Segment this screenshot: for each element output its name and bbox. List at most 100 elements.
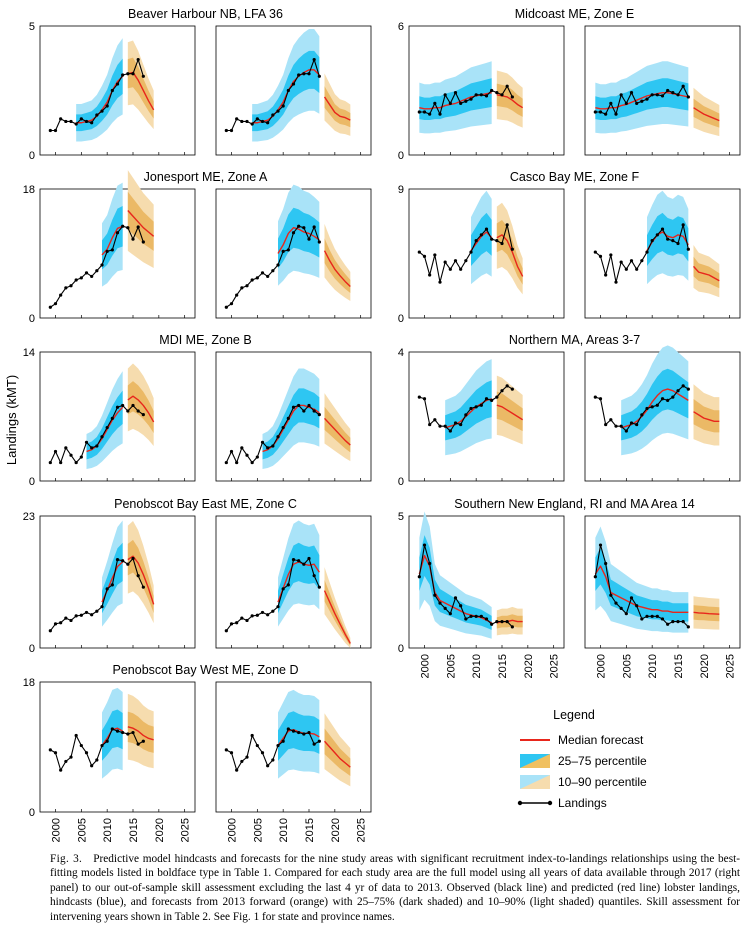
landings-point — [59, 621, 63, 625]
landings-point — [59, 117, 63, 121]
landings-point — [69, 284, 73, 288]
x-tick-label: 2025 — [180, 818, 192, 842]
landings-point — [619, 93, 623, 97]
landings-point — [105, 425, 109, 430]
hindcast-25-75-band — [471, 212, 492, 267]
landings-point — [624, 101, 628, 105]
landings-point — [110, 727, 114, 731]
chart-panel-2: Midcoast ME, Zone E06 — [398, 7, 741, 162]
landings-point — [686, 387, 690, 391]
landings-point — [660, 617, 665, 621]
chart-panel-5: MDI ME, Zone B 0 14 — [23, 333, 372, 488]
subplot-right — [215, 184, 372, 319]
landings-point — [281, 104, 285, 108]
landings-point — [126, 226, 130, 230]
landings-point — [74, 614, 78, 618]
landings-point — [464, 413, 468, 417]
y-tick-label: 5 — [29, 21, 35, 33]
panel-title: Jonesport ME, Zone A — [144, 170, 268, 184]
y-axis-label: Landings (kMT) — [4, 375, 19, 465]
landings-point — [312, 57, 316, 62]
landings-point — [635, 267, 639, 271]
landings-point — [453, 91, 458, 95]
landings-point — [276, 109, 280, 113]
landings-point — [438, 280, 442, 284]
panel-title: Casco Bay ME, Zone F — [510, 170, 640, 184]
landings-point — [428, 561, 432, 566]
forecast-25-75-band — [127, 711, 154, 753]
landings-point — [260, 119, 265, 124]
hindcast-25-75-band — [252, 50, 320, 132]
subplot-left: 09 — [398, 184, 565, 325]
landings-point — [255, 276, 259, 280]
landings-point — [453, 259, 458, 263]
landings-point — [624, 429, 628, 433]
landings-point — [59, 293, 63, 297]
landings-point — [505, 384, 509, 388]
landings-point — [110, 88, 114, 93]
landings-point — [676, 241, 680, 246]
x-tick-label: 2020 — [330, 818, 342, 842]
x-tick-label: 2025 — [549, 654, 561, 678]
landings-point — [136, 742, 140, 746]
landings-point — [479, 614, 483, 618]
caption-lead: Fig. 3. — [50, 853, 83, 865]
y-tick-label: 23 — [23, 511, 35, 523]
landings-point — [271, 113, 275, 117]
landings-point — [48, 629, 52, 633]
landings-point — [609, 593, 613, 597]
landings-point — [443, 93, 447, 97]
legend-item: Landings — [517, 796, 607, 810]
legend-swatch-alt — [520, 775, 550, 789]
landings-point — [84, 751, 89, 755]
landings-point — [417, 575, 421, 579]
landings-point — [69, 618, 73, 623]
landings-point — [302, 72, 306, 76]
landings-point — [428, 273, 432, 277]
landings-point — [438, 112, 442, 116]
landings-point — [64, 446, 68, 450]
landings-point — [686, 95, 690, 99]
landings-point — [240, 616, 244, 620]
forecast-median-line — [127, 726, 154, 741]
landings-point — [53, 622, 58, 626]
landings-point — [64, 759, 68, 764]
landings-point — [79, 743, 83, 748]
landings-point — [235, 293, 239, 297]
forecast-25-75-band — [693, 98, 720, 128]
forecast-median-line — [127, 395, 155, 423]
landings-point — [443, 260, 447, 264]
landings-point — [317, 585, 321, 589]
landings-point — [438, 601, 442, 605]
x-tick-label: 2000 — [51, 818, 63, 842]
landings-point — [115, 231, 120, 235]
landings-point — [655, 403, 659, 407]
landings-point — [53, 449, 58, 454]
landings-point — [666, 398, 670, 402]
landings-point — [276, 263, 280, 267]
landings-point — [235, 768, 239, 772]
landings-point — [90, 274, 94, 279]
landings-point — [131, 556, 135, 561]
subplot-left: 05 — [29, 21, 196, 162]
subplot-right — [215, 351, 372, 482]
landings-point — [484, 227, 489, 231]
legend-item: 25–75 percentile — [520, 754, 647, 768]
landings-point — [624, 267, 628, 271]
hindcast-25-75-band — [419, 535, 492, 630]
landings-point — [448, 267, 452, 271]
landings-point — [245, 119, 249, 124]
landings-point — [312, 574, 316, 578]
figure-caption: Fig. 3. Predictive model hindcasts and f… — [50, 852, 740, 924]
x-tick-label: 2000 — [420, 654, 432, 678]
landings-point — [453, 421, 458, 425]
landings-point — [629, 596, 634, 600]
landings-point — [422, 254, 427, 258]
landings-point — [95, 444, 99, 448]
landings-point — [255, 117, 259, 121]
landings-point — [95, 269, 99, 273]
subplot-right — [215, 515, 372, 649]
y-tick-label: 0 — [398, 476, 404, 488]
landings-point — [121, 730, 125, 735]
landings-point — [640, 617, 644, 621]
